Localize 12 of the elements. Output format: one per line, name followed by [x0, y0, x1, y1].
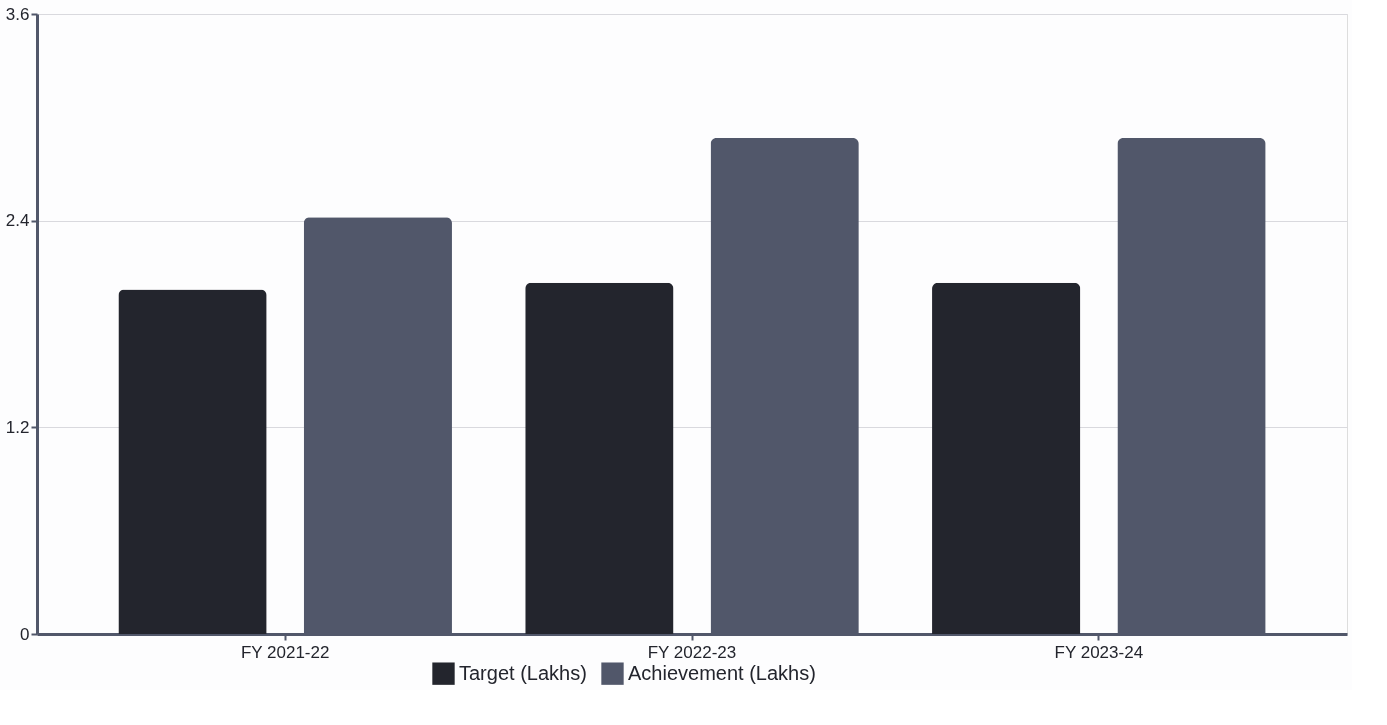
x-tick-label: FY 2023-24	[1054, 642, 1144, 662]
x-tick-label: FY 2021-22	[240, 642, 330, 662]
y-tick-label: 2.4	[5, 211, 30, 231]
bar	[932, 282, 1081, 634]
bar	[118, 289, 267, 634]
x-tick-label: FY 2022-23	[647, 642, 737, 662]
y-tick-label: 3.6	[5, 4, 30, 24]
bar	[525, 282, 674, 634]
y-tick-label: 0	[20, 624, 30, 644]
legend-label: Achievement (Lakhs)	[628, 661, 816, 684]
y-tick-label: 1.2	[5, 417, 30, 437]
legend-label: Target (Lakhs)	[459, 661, 587, 684]
